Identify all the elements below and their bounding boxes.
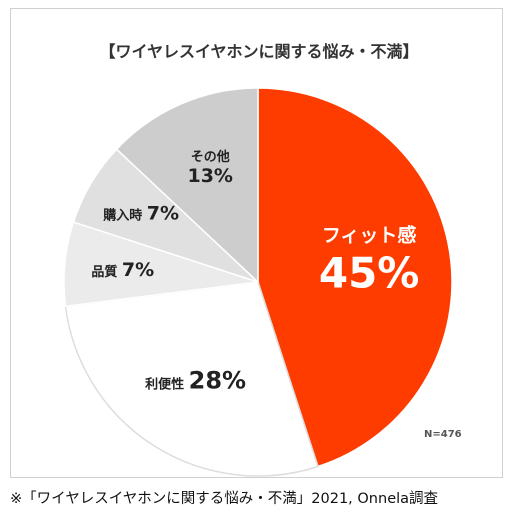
- slice-value-label: 7%: [122, 259, 154, 281]
- slice-label: 購入時 7%: [102, 203, 179, 225]
- chart-title: 【ワイヤレスイヤホンに関する悩み・不満】: [99, 42, 418, 61]
- slice-value-label: 45%: [319, 248, 420, 297]
- pie-slice: [257, 87, 453, 468]
- chart-frame: 【ワイヤレスイヤホンに関する悩み・不満】 フィット感 45% 利便性 28% 品質 7…: [10, 8, 503, 478]
- pie-slice: [64, 281, 319, 477]
- slice-value-label: 28%: [189, 367, 246, 395]
- slice-label: その他: [191, 149, 230, 165]
- slice-value-label: 7%: [147, 203, 179, 225]
- slice-label: フィット感: [322, 223, 417, 246]
- slice-label: 利便性 28%: [145, 367, 246, 395]
- pie-slice: [115, 87, 259, 284]
- source-caption: ※「ワイヤレスイヤホンに関する悩み・不満」2021, Onnela調査: [10, 491, 439, 507]
- slice-value-label: 13%: [187, 165, 232, 187]
- slice-label: 品質 7%: [91, 259, 154, 281]
- n-note: N=476: [424, 429, 462, 440]
